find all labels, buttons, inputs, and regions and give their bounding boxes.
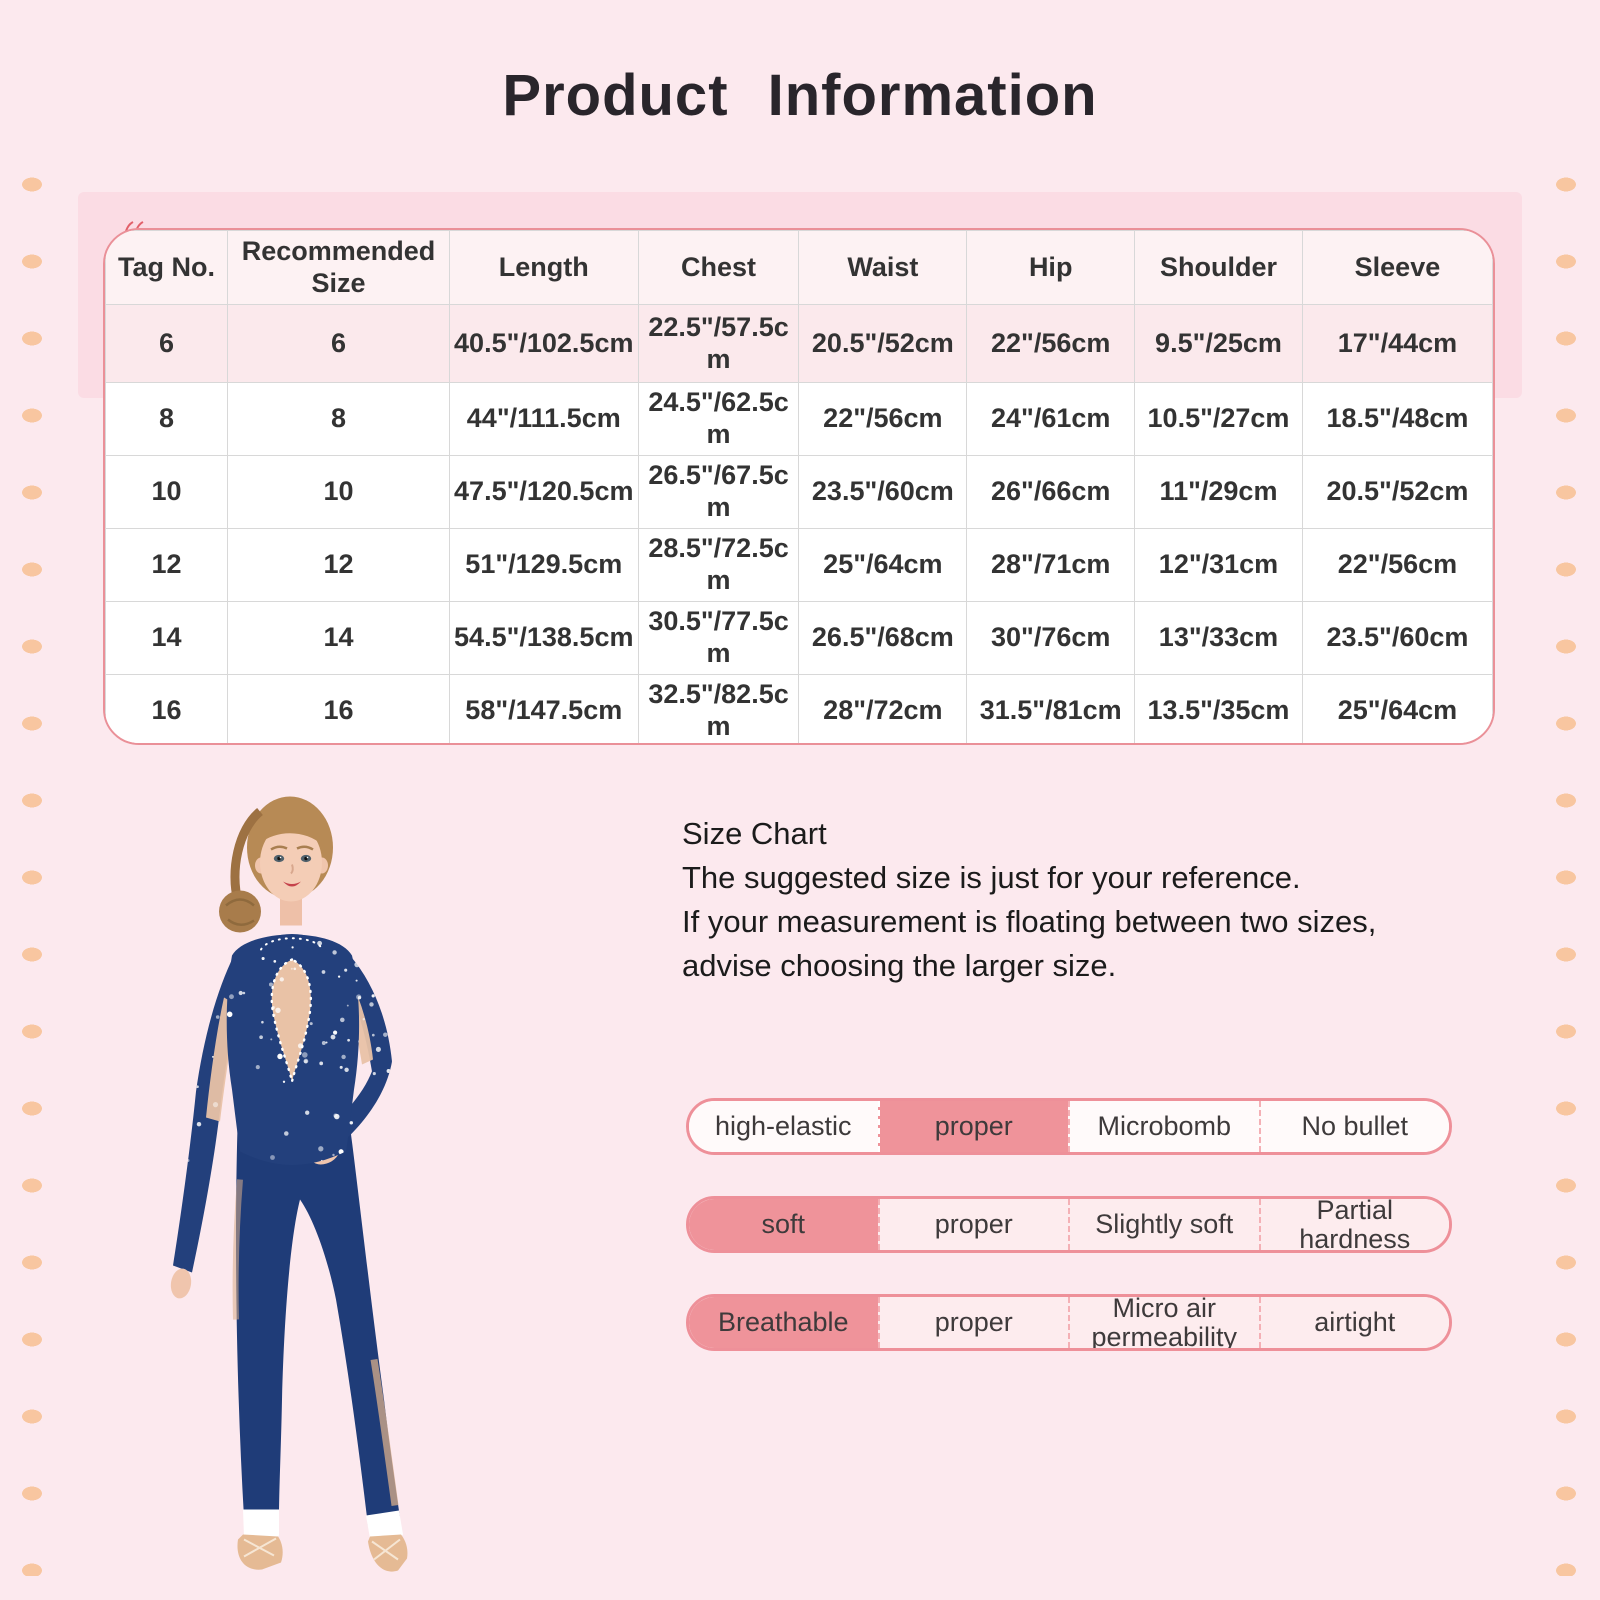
column-header: Shoulder [1134,230,1303,305]
hair-bun [219,890,261,933]
size-note-heading: Size Chart [682,816,827,851]
attribute-bar: Breathable proper Micro air permeability ai… [686,1294,1452,1351]
table-cell: 26.5"/67.5cm [637,455,800,529]
table-cell: 26.5"/68cm [798,601,968,675]
table-cell: 18.5"/48cm [1301,382,1493,456]
table-cell: 10 [227,455,450,529]
table-cell: 23.5"/60cm [1301,601,1493,675]
table-cell: 23.5"/60cm [798,455,968,529]
size-note: Size Chart The suggested size is just fo… [682,812,1376,988]
column-header: Hip [966,230,1136,305]
column-header: Waist [798,230,968,305]
table-cell: 20.5"/52cm [1301,455,1493,529]
table-row: 10 10 47.5"/120.5cm 26.5"/67.5cm 23.5"/60cm 2… [105,455,1493,529]
table-cell: 14 [227,601,450,675]
attribute-bar: high-elastic proper Microbomb No bullet [686,1098,1452,1155]
table-cell: 12 [105,528,229,602]
table-cell: 22.5"/57.5cm [637,304,800,383]
attribute-option-selected: Breathable [689,1297,878,1348]
table-cell: 17"/44cm [1301,304,1493,383]
table-cell: 8 [105,382,229,456]
table-row: 14 14 54.5"/138.5cm 30.5"/77.5cm 26.5"/68cm 3… [105,601,1493,675]
table-row: 8 8 44"/111.5cm 24.5"/62.5cm 22"/56cm 24"/61c… [105,382,1493,456]
header-row: Tag No. Recommended Size Length Chest Waist H… [105,230,1493,305]
table-cell: 30.5"/77.5cm [637,601,800,675]
decorative-dot-column-left [14,146,50,1576]
attribute-option: Slightly soft [1068,1199,1259,1250]
table-cell: 26"/66cm [966,455,1136,529]
table-cell: 16 [227,674,450,743]
table-cell: 25"/64cm [798,528,968,602]
table-cell: 44"/111.5cm [448,382,639,456]
column-header: Recommended Size [227,230,450,305]
table-cell: 40.5"/102.5cm [448,304,639,383]
attribute-option: high-elastic [689,1101,878,1152]
table-cell: 14 [105,601,229,675]
table-cell: 16 [105,674,229,743]
table-cell: 32.5"/82.5cm [637,674,800,743]
attribute-option: No bullet [1258,1101,1449,1152]
attribute-bar: soft proper Slightly soft Partial hardness [686,1196,1452,1253]
table-cell: 51"/129.5cm [448,528,639,602]
column-header: Length [448,230,639,305]
column-header: Tag No. [105,230,229,305]
size-chart-table: Tag No. Recommended Size Length Chest Waist H… [105,230,1493,743]
size-note-line: The suggested size is just for your refe… [682,860,1301,895]
table-cell: 31.5"/81cm [966,674,1136,743]
unitard-leggings [236,1111,400,1526]
column-header: Sleeve [1301,230,1493,305]
lips [283,881,301,887]
table-cell: 47.5"/120.5cm [448,455,639,529]
table-cell: 6 [227,304,450,383]
table-cell: 6 [105,304,229,383]
table-cell: 22"/56cm [798,382,968,456]
table-row: 6 6 40.5"/102.5cm 22.5"/57.5cm 20.5"/52cm 22"… [105,304,1493,383]
table-cell: 22"/56cm [966,304,1136,383]
page-title: Product Information [502,63,1098,128]
attribute-option: proper [877,1199,1068,1250]
table-cell: 9.5"/25cm [1134,304,1303,383]
size-note-line: If your measurement is floating between … [682,904,1377,939]
size-chart-card: Tag No. Recommended Size Length Chest Waist H… [103,228,1495,745]
table-cell: 28"/72cm [798,674,968,743]
table-cell: 22"/56cm [1301,528,1493,602]
table-cell: 24.5"/62.5cm [637,382,800,456]
table-cell: 10 [105,455,229,529]
table-cell: 28.5"/72.5cm [637,528,800,602]
table-cell: 10.5"/27cm [1134,382,1303,456]
table-cell: 12 [227,528,450,602]
table-cell: 8 [227,382,450,456]
ballet-slipper [237,1534,283,1570]
table-cell: 28"/71cm [966,528,1136,602]
table-row: 16 16 58"/147.5cm 32.5"/82.5cm 28"/72cm 31.5"… [105,674,1493,743]
table-cell: 13"/33cm [1134,601,1303,675]
attribute-option: airtight [1258,1297,1449,1348]
attribute-bars: high-elastic proper Microbomb No bullet soft… [686,1098,1452,1392]
table-cell: 13.5"/35cm [1134,674,1303,743]
table-cell: 30"/76cm [966,601,1136,675]
table-cell: 58"/147.5cm [448,674,639,743]
column-header: Chest [637,230,800,305]
table-cell: 54.5"/138.5cm [448,601,639,675]
table-row: 12 12 51"/129.5cm 28.5"/72.5cm 25"/64cm 28"/7… [105,528,1493,602]
keyhole-mesh [271,959,311,1082]
table-cell: 20.5"/52cm [798,304,968,383]
attribute-option: Partial hardness [1258,1199,1449,1250]
product-model-photo [170,796,408,1572]
attribute-option: Micro air permeability [1068,1297,1259,1348]
decorative-dot-column-right [1548,146,1584,1576]
table-cell: 24"/61cm [966,382,1136,456]
face [260,823,322,902]
size-note-line: advise choosing the larger size. [682,948,1117,983]
attribute-option: proper [877,1297,1068,1348]
attribute-option-selected: soft [689,1199,878,1250]
attribute-option-selected: proper [877,1101,1068,1152]
attribute-option: Microbomb [1068,1101,1259,1152]
table-cell: 25"/64cm [1301,674,1493,743]
table-cell: 12"/31cm [1134,528,1303,602]
table-cell: 11"/29cm [1134,455,1303,529]
